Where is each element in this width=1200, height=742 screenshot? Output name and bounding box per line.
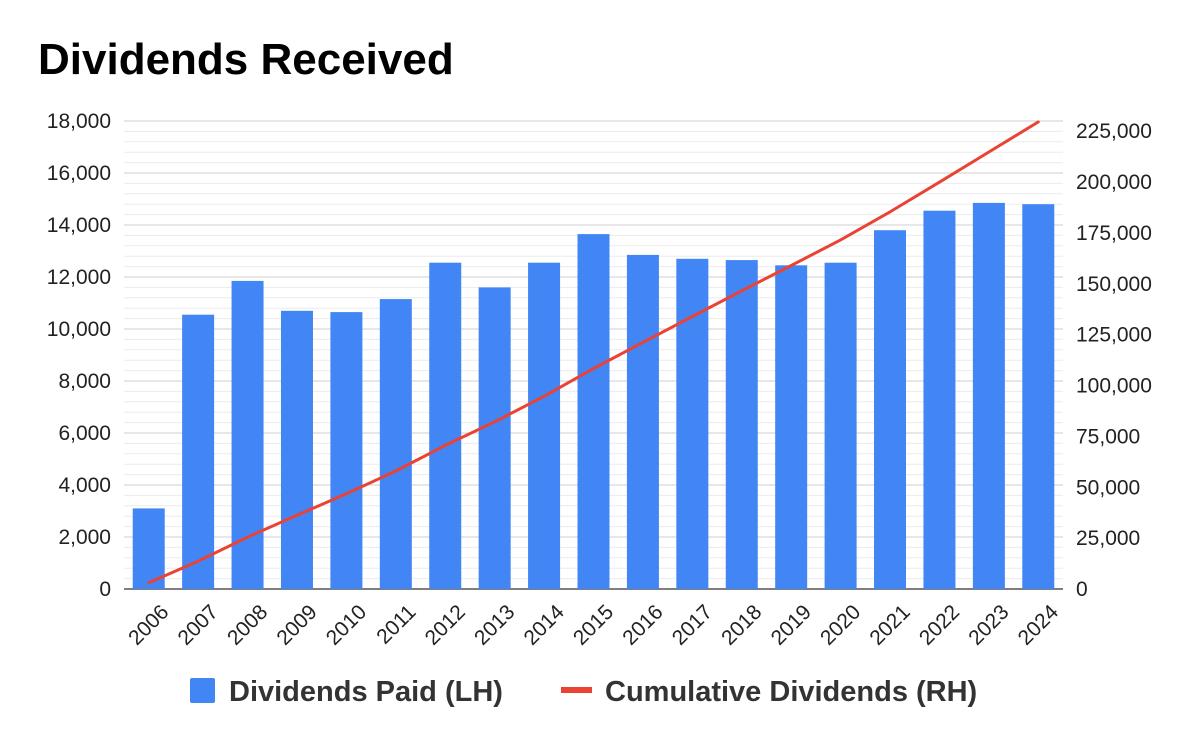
left-axis: 0 2,000 4,000 6,000 8,000 10,000 12,000 14,000 1… <box>47 110 111 601</box>
left-tick-label: 12,000 <box>47 266 111 289</box>
bar-2007 <box>182 314 215 589</box>
legend-label-cumulative-dividends: Cumulative Dividends (RH) <box>605 676 977 708</box>
legend-swatch-cumulative-dividends <box>561 687 592 693</box>
x-tick-label: 2012 <box>421 600 470 649</box>
x-tick-label: 2019 <box>767 600 816 649</box>
x-tick-label: 2024 <box>1014 600 1064 650</box>
x-tick-label: 2016 <box>618 600 667 649</box>
left-tick-label: 6,000 <box>58 422 111 445</box>
left-tick-label: 14,000 <box>47 214 111 237</box>
bar-2018 <box>725 260 758 589</box>
right-tick-label: 200,000 <box>1076 171 1152 194</box>
left-tick-label: 4,000 <box>58 474 111 497</box>
bar-2022 <box>923 210 956 589</box>
bar-2006 <box>132 508 165 589</box>
right-tick-label: 175,000 <box>1076 222 1152 245</box>
x-tick-label: 2009 <box>272 600 321 649</box>
bar-2019 <box>775 265 808 589</box>
left-tick-label: 18,000 <box>47 110 111 133</box>
bar-2011 <box>379 299 412 589</box>
x-tick-label: 2017 <box>668 600 717 649</box>
bar-2015 <box>577 234 610 589</box>
x-tick-label: 2021 <box>865 600 914 649</box>
legend-label-dividends-paid: Dividends Paid (LH) <box>229 676 503 708</box>
right-tick-label: 225,000 <box>1076 120 1152 143</box>
x-tick-label: 2015 <box>569 600 618 649</box>
left-tick-label: 16,000 <box>47 162 111 185</box>
bar-2014 <box>528 262 561 589</box>
chart-title: Dividends Received <box>38 35 454 84</box>
x-tick-label: 2020 <box>816 600 865 649</box>
x-tick-label: 2022 <box>915 600 964 649</box>
x-tick-label: 2008 <box>223 600 272 649</box>
x-tick-label: 2013 <box>470 600 519 649</box>
right-tick-label: 50,000 <box>1076 476 1140 499</box>
left-tick-label: 10,000 <box>47 318 111 341</box>
x-tick-label: 2023 <box>964 600 1013 649</box>
bar-2017 <box>676 258 709 589</box>
right-tick-label: 75,000 <box>1076 425 1140 448</box>
bar-2010 <box>330 312 363 589</box>
bar-2009 <box>280 310 313 589</box>
left-tick-label: 8,000 <box>58 370 111 393</box>
x-tick-label: 2006 <box>124 600 173 649</box>
line-series <box>147 120 1040 585</box>
right-tick-label: 100,000 <box>1076 375 1152 398</box>
bar-2016 <box>626 254 659 589</box>
x-tick-label: 2014 <box>520 600 570 650</box>
left-tick-label: 2,000 <box>58 526 111 549</box>
x-tick-label: 2007 <box>174 600 223 649</box>
x-tick-label: 2011 <box>372 600 420 648</box>
left-tick-label: 0 <box>99 578 111 601</box>
x-tick-label: 2018 <box>717 600 766 649</box>
bar-2013 <box>478 287 511 589</box>
right-tick-label: 125,000 <box>1076 324 1152 347</box>
bar-2012 <box>429 262 462 589</box>
bar-2024 <box>1022 204 1055 589</box>
bar-2020 <box>824 262 857 589</box>
right-axis: 0 25,000 50,000 75,000 100,000 125,000 150,000… <box>1076 120 1152 601</box>
right-tick-label: 0 <box>1076 578 1088 601</box>
legend: Dividends Paid (LH) Cumulative Dividends… <box>190 676 977 708</box>
bar-2021 <box>874 230 907 589</box>
right-tick-label: 150,000 <box>1076 273 1152 296</box>
right-tick-label: 25,000 <box>1076 527 1140 550</box>
x-tick-label: 2010 <box>322 600 371 649</box>
x-axis: 2006 2007 2008 2009 2010 2011 2012 2013 2014 2015… <box>124 600 1063 650</box>
cumulative-dividends-line <box>147 120 1040 585</box>
legend-swatch-dividends-paid <box>190 678 215 703</box>
bar-2023 <box>972 202 1005 589</box>
bars <box>132 202 1055 589</box>
